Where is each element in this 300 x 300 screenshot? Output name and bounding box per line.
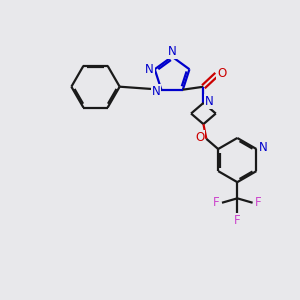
Text: F: F xyxy=(213,196,219,209)
Text: N: N xyxy=(205,95,214,108)
Text: O: O xyxy=(217,67,226,80)
Text: N: N xyxy=(168,45,177,58)
Text: N: N xyxy=(259,141,267,154)
Text: N: N xyxy=(145,63,154,76)
Text: O: O xyxy=(195,131,205,144)
Text: F: F xyxy=(234,214,241,226)
Text: F: F xyxy=(255,196,262,209)
Text: N: N xyxy=(152,85,161,98)
